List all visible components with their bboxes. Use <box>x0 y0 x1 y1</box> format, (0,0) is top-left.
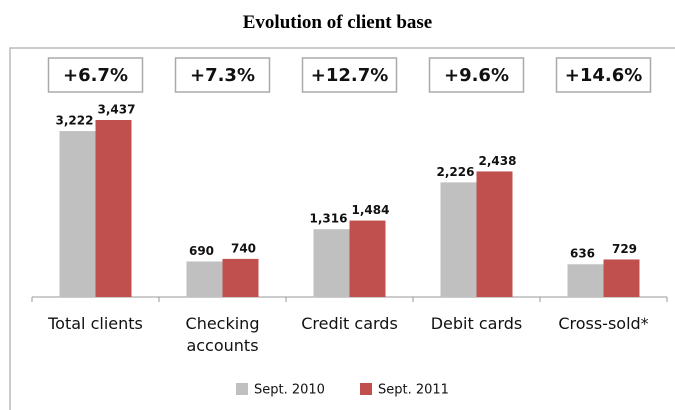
value-label: 729 <box>612 242 637 256</box>
x-tick-label: Credit cards <box>301 314 398 333</box>
legend-swatch <box>360 383 372 395</box>
value-label: 2,226 <box>437 165 475 179</box>
x-tick-label: Cross-sold* <box>558 314 649 333</box>
frame <box>9 47 675 410</box>
value-label: 740 <box>231 241 256 255</box>
bar <box>567 264 604 297</box>
annotation: +12.7% <box>311 65 389 86</box>
bar <box>95 120 132 297</box>
legend-label: Sept. 2010 <box>254 383 325 398</box>
legend-label: Sept. 2011 <box>378 383 449 398</box>
x-tick-label: Total clients <box>48 314 143 333</box>
bar <box>186 261 223 297</box>
annotation: +7.3% <box>190 65 255 86</box>
value-label: 1,484 <box>352 203 390 217</box>
value-label: 2,438 <box>479 154 517 168</box>
annotation-box <box>555 57 652 93</box>
value-label: 690 <box>189 244 214 258</box>
bar <box>603 259 640 297</box>
annotation-box <box>47 57 144 93</box>
chart-title: Evolution of client base <box>242 12 433 33</box>
bar <box>440 182 477 297</box>
annotation-box <box>428 57 525 93</box>
value-label: 1,316 <box>310 212 348 226</box>
bar <box>313 229 350 297</box>
bar <box>349 220 386 297</box>
bar <box>222 258 259 297</box>
legend-swatch <box>236 383 248 395</box>
value-label: 636 <box>570 247 595 261</box>
x-tick-label: Debit cards <box>430 314 523 333</box>
annotation-box <box>174 57 271 93</box>
annotation: +14.6% <box>565 65 643 86</box>
x-tick-label: Checking accounts <box>185 314 260 355</box>
annotation-box <box>301 57 398 93</box>
annotation: +6.7% <box>63 65 128 86</box>
bar <box>476 171 513 297</box>
bar <box>59 131 96 297</box>
value-label: 3,222 <box>56 114 94 128</box>
annotation: +9.6% <box>444 65 509 86</box>
value-label: 3,437 <box>98 103 136 117</box>
